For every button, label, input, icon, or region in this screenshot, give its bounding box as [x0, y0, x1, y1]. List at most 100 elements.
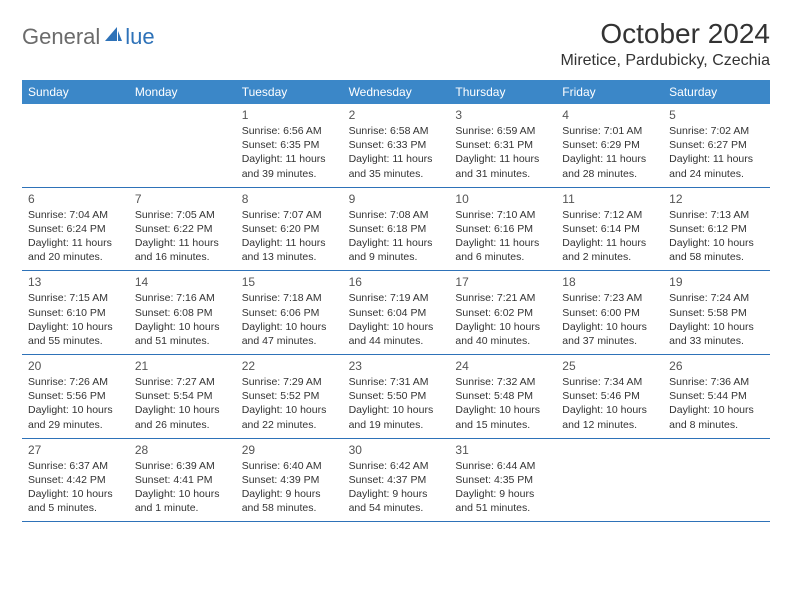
day-info: Sunrise: 7:19 AMSunset: 6:04 PMDaylight:…: [349, 291, 444, 348]
day-cell: 30Sunrise: 6:42 AMSunset: 4:37 PMDayligh…: [343, 439, 450, 522]
day-number: 16: [349, 275, 444, 289]
day-cell: 16 Sunrise: 7:19 AMSunset: 6:04 PMDayligh…: [343, 271, 450, 354]
day-number: 23: [349, 359, 444, 373]
day-number: 11: [562, 192, 657, 206]
day-cell: 28 Sunrise: 6:39 AMSunset: 4:41 PMDayligh…: [129, 439, 236, 522]
day-cell: 9 Sunrise: 7:08 AMSunset: 6:18 PMDaylight…: [343, 188, 450, 271]
day-header-row: Sunday Monday Tuesday Wednesday Thursday…: [22, 80, 770, 104]
day-number: 29: [242, 443, 337, 457]
day-number: 6: [28, 192, 123, 206]
day-info: Sunrise: 7:34 AMSunset: 5:46 PMDaylight:…: [562, 375, 657, 432]
day-info: Sunrise: 7:29 AMSunset: 5:52 PMDaylight:…: [242, 375, 337, 432]
day-cell: 26Sunrise: 7:36 AMSunset: 5:44 PMDayligh…: [663, 355, 770, 438]
day-cell: 17Sunrise: 7:21 AMSunset: 6:02 PMDayligh…: [449, 271, 556, 354]
day-info: Sunrise: 6:44 AMSunset: 4:35 PMDaylight:…: [455, 459, 550, 516]
day-cell: [663, 439, 770, 522]
weeks-container: 1 Sunrise: 6:56 AMSunset: 6:35 PMDaylight…: [22, 104, 770, 522]
day-info: Sunrise: 6:59 AMSunset: 6:31 PMDaylight:…: [455, 124, 550, 181]
day-cell: [129, 104, 236, 187]
day-cell: 20 Sunrise: 7:26 AMSunset: 5:56 PMDayligh…: [22, 355, 129, 438]
day-info: Sunrise: 7:08 AMSunset: 6:18 PMDaylight:…: [349, 208, 444, 265]
day-cell: 6 Sunrise: 7:04 AMSunset: 6:24 PMDaylight…: [22, 188, 129, 271]
day-cell: 11 Sunrise: 7:12 AMSunset: 6:14 PMDayligh…: [556, 188, 663, 271]
day-number: 21: [135, 359, 230, 373]
day-number: 18: [562, 275, 657, 289]
day-info: Sunrise: 6:37 AMSunset: 4:42 PMDaylight:…: [28, 459, 123, 516]
day-header: Thursday: [449, 80, 556, 104]
day-number: 15: [242, 275, 337, 289]
day-number: 1: [242, 108, 337, 122]
day-cell: 24 Sunrise: 7:32 AMSunset: 5:48 PMDayligh…: [449, 355, 556, 438]
day-info: Sunrise: 6:56 AMSunset: 6:35 PMDaylight:…: [242, 124, 337, 181]
day-cell: 1 Sunrise: 6:56 AMSunset: 6:35 PMDaylight…: [236, 104, 343, 187]
day-cell: 8 Sunrise: 7:07 AMSunset: 6:20 PMDaylight…: [236, 188, 343, 271]
week-row: 13 Sunrise: 7:15 AMSunset: 6:10 PMDayligh…: [22, 271, 770, 355]
day-number: 20: [28, 359, 123, 373]
day-number: 28: [135, 443, 230, 457]
day-number: 13: [28, 275, 123, 289]
day-header: Friday: [556, 80, 663, 104]
day-number: 31: [455, 443, 550, 457]
day-number: 4: [562, 108, 657, 122]
day-number: 2: [349, 108, 444, 122]
day-cell: 25 Sunrise: 7:34 AMSunset: 5:46 PMDayligh…: [556, 355, 663, 438]
month-title: October 2024: [560, 18, 770, 50]
day-number: 10: [455, 192, 550, 206]
day-info: Sunrise: 6:58 AMSunset: 6:33 PMDaylight:…: [349, 124, 444, 181]
day-cell: 19 Sunrise: 7:24 AMSunset: 5:58 PMDayligh…: [663, 271, 770, 354]
day-number: 14: [135, 275, 230, 289]
day-info: Sunrise: 7:27 AMSunset: 5:54 PMDaylight:…: [135, 375, 230, 432]
day-cell: 31 Sunrise: 6:44 AMSunset: 4:35 PMDayligh…: [449, 439, 556, 522]
day-cell: 13 Sunrise: 7:15 AMSunset: 6:10 PMDayligh…: [22, 271, 129, 354]
week-row: 27Sunrise: 6:37 AMSunset: 4:42 PMDayligh…: [22, 439, 770, 523]
day-info: Sunrise: 6:40 AMSunset: 4:39 PMDaylight:…: [242, 459, 337, 516]
day-info: Sunrise: 7:32 AMSunset: 5:48 PMDaylight:…: [455, 375, 550, 432]
day-number: 12: [669, 192, 764, 206]
day-info: Sunrise: 7:31 AMSunset: 5:50 PMDaylight:…: [349, 375, 444, 432]
day-cell: [22, 104, 129, 187]
day-cell: 5Sunrise: 7:02 AMSunset: 6:27 PMDaylight…: [663, 104, 770, 187]
day-cell: 3 Sunrise: 6:59 AMSunset: 6:31 PMDaylight…: [449, 104, 556, 187]
day-number: 3: [455, 108, 550, 122]
day-cell: 18Sunrise: 7:23 AMSunset: 6:00 PMDayligh…: [556, 271, 663, 354]
day-info: Sunrise: 7:01 AMSunset: 6:29 PMDaylight:…: [562, 124, 657, 181]
logo-text-general: General: [22, 24, 100, 50]
day-cell: [556, 439, 663, 522]
day-cell: 14Sunrise: 7:16 AMSunset: 6:08 PMDayligh…: [129, 271, 236, 354]
week-row: 20 Sunrise: 7:26 AMSunset: 5:56 PMDayligh…: [22, 355, 770, 439]
day-header: Wednesday: [343, 80, 450, 104]
day-info: Sunrise: 7:18 AMSunset: 6:06 PMDaylight:…: [242, 291, 337, 348]
location: Miretice, Pardubicky, Czechia: [560, 52, 770, 70]
day-number: 8: [242, 192, 337, 206]
day-info: Sunrise: 7:26 AMSunset: 5:56 PMDaylight:…: [28, 375, 123, 432]
day-number: 5: [669, 108, 764, 122]
day-info: Sunrise: 7:04 AMSunset: 6:24 PMDaylight:…: [28, 208, 123, 265]
day-info: Sunrise: 7:12 AMSunset: 6:14 PMDaylight:…: [562, 208, 657, 265]
day-info: Sunrise: 7:05 AMSunset: 6:22 PMDaylight:…: [135, 208, 230, 265]
day-cell: 29 Sunrise: 6:40 AMSunset: 4:39 PMDayligh…: [236, 439, 343, 522]
day-info: Sunrise: 7:15 AMSunset: 6:10 PMDaylight:…: [28, 291, 123, 348]
day-number: 9: [349, 192, 444, 206]
day-cell: 15 Sunrise: 7:18 AMSunset: 6:06 PMDayligh…: [236, 271, 343, 354]
day-header: Saturday: [663, 80, 770, 104]
day-number: 22: [242, 359, 337, 373]
day-header: Tuesday: [236, 80, 343, 104]
day-number: 19: [669, 275, 764, 289]
calendar: Sunday Monday Tuesday Wednesday Thursday…: [22, 80, 770, 522]
day-cell: 23 Sunrise: 7:31 AMSunset: 5:50 PMDayligh…: [343, 355, 450, 438]
day-number: 24: [455, 359, 550, 373]
day-cell: 27Sunrise: 6:37 AMSunset: 4:42 PMDayligh…: [22, 439, 129, 522]
day-info: Sunrise: 7:13 AMSunset: 6:12 PMDaylight:…: [669, 208, 764, 265]
day-number: 26: [669, 359, 764, 373]
day-info: Sunrise: 6:39 AMSunset: 4:41 PMDaylight:…: [135, 459, 230, 516]
week-row: 1 Sunrise: 6:56 AMSunset: 6:35 PMDaylight…: [22, 104, 770, 188]
day-number: 17: [455, 275, 550, 289]
day-info: Sunrise: 7:24 AMSunset: 5:58 PMDaylight:…: [669, 291, 764, 348]
day-info: Sunrise: 7:07 AMSunset: 6:20 PMDaylight:…: [242, 208, 337, 265]
week-row: 6 Sunrise: 7:04 AMSunset: 6:24 PMDaylight…: [22, 188, 770, 272]
day-number: 7: [135, 192, 230, 206]
day-cell: 7 Sunrise: 7:05 AMSunset: 6:22 PMDaylight…: [129, 188, 236, 271]
logo-sail-icon: [103, 25, 123, 50]
day-number: 25: [562, 359, 657, 373]
day-cell: 10Sunrise: 7:10 AMSunset: 6:16 PMDayligh…: [449, 188, 556, 271]
